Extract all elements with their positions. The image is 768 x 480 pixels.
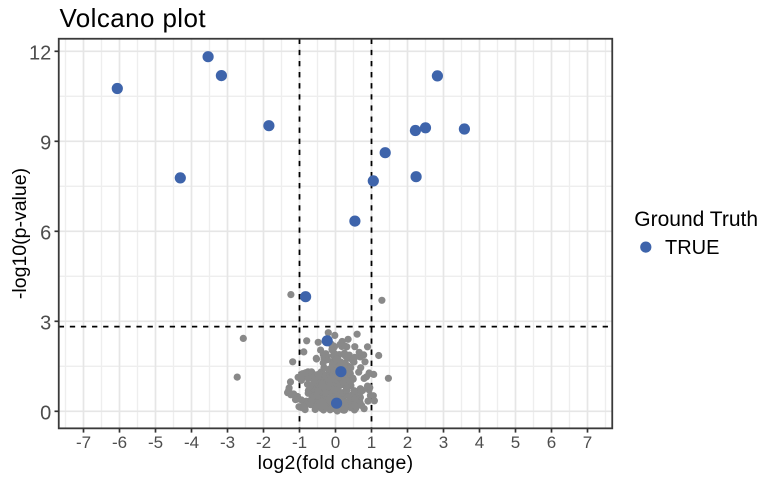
svg-text:-5: -5 — [148, 433, 163, 452]
svg-text:-7: -7 — [76, 433, 91, 452]
svg-text:1: 1 — [367, 433, 376, 452]
svg-text:log2(fold change): log2(fold change) — [258, 452, 414, 474]
svg-text:0: 0 — [331, 433, 340, 452]
svg-text:7: 7 — [583, 433, 592, 452]
svg-text:3: 3 — [439, 433, 448, 452]
svg-text:Ground Truth: Ground Truth — [634, 208, 758, 231]
svg-text:Volcano plot: Volcano plot — [60, 3, 207, 33]
svg-text:TRUE: TRUE — [665, 237, 719, 259]
svg-text:12: 12 — [29, 43, 51, 65]
svg-text:-6: -6 — [112, 433, 127, 452]
svg-text:-3: -3 — [220, 433, 235, 452]
svg-text:2: 2 — [403, 433, 412, 452]
svg-text:3: 3 — [40, 313, 51, 335]
svg-text:-2: -2 — [256, 433, 271, 452]
svg-text:0: 0 — [40, 403, 51, 425]
svg-text:-4: -4 — [184, 433, 199, 452]
svg-text:5: 5 — [511, 433, 520, 452]
svg-text:4: 4 — [475, 433, 484, 452]
svg-text:6: 6 — [547, 433, 556, 452]
svg-text:9: 9 — [40, 133, 51, 155]
svg-text:6: 6 — [40, 223, 51, 245]
svg-text:-log10(p-value): -log10(p-value) — [9, 168, 31, 299]
svg-text:-1: -1 — [292, 433, 307, 452]
